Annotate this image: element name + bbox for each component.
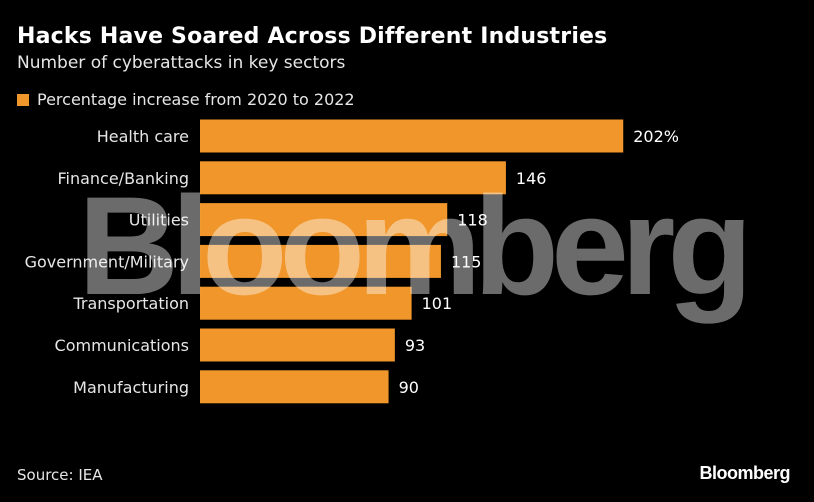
bar [200,203,448,237]
value-label: 90 [399,378,419,397]
source-note: Source: IEA [17,466,103,484]
legend: Percentage increase from 2020 to 2022 [17,90,355,109]
category-label: Transportation [72,294,189,313]
value-label: 202% [633,127,679,146]
value-label: 115 [451,252,482,271]
value-label: 93 [405,336,425,355]
category-label: Utilities [129,211,189,230]
chart-title: Hacks Have Soared Across Different Indus… [17,24,608,49]
category-label: Communications [55,336,189,355]
category-label: Government/Military [25,252,189,271]
bar [200,161,506,195]
bar [200,244,441,278]
bar [200,119,624,153]
legend-label: Percentage increase from 2020 to 2022 [37,90,355,109]
category-label: Finance/Banking [57,169,189,188]
brand-logo: Bloomberg [699,463,790,483]
category-label: Health care [97,127,189,146]
value-label: 101 [422,294,453,313]
category-label: Manufacturing [73,378,189,397]
bar [200,370,389,404]
chart-subtitle: Number of cyberattacks in key sectors [17,53,346,73]
bar [200,328,395,362]
legend-swatch [17,93,29,106]
value-label: 118 [457,211,488,230]
bar [200,286,412,320]
value-label: 146 [516,169,547,188]
